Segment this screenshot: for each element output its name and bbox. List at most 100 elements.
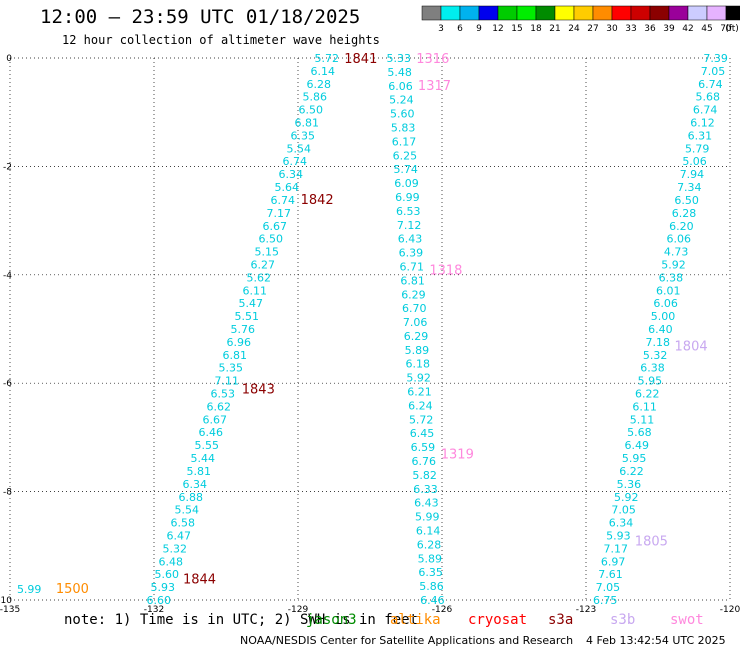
- wave-height-label: 6.11: [243, 284, 268, 297]
- wave-height-label: 7.18: [646, 336, 671, 349]
- wave-height-label: 6.53: [211, 388, 236, 401]
- wave-height-label: 6.47: [167, 529, 192, 542]
- colorbar-swatch: [516, 5, 537, 21]
- footer-credit: NOAA/NESDIS Center for Satellite Applica…: [240, 634, 574, 647]
- wave-height-label: 6.22: [619, 465, 644, 478]
- wave-height-label: 5.72: [315, 52, 340, 65]
- pass-time-label: 1804: [675, 339, 708, 354]
- wave-height-label: 6.28: [307, 78, 332, 91]
- wave-height-label: 6.88: [179, 491, 204, 504]
- wave-height-label: 5.92: [406, 372, 431, 385]
- colorbar-swatch: [535, 5, 556, 21]
- wave-height-label: 6.74: [271, 194, 296, 207]
- colorbar-swatch: [440, 5, 461, 21]
- wave-height-label: 5.60: [390, 108, 415, 121]
- wave-height-label: 5.81: [187, 465, 212, 478]
- pass-time-label: 1316: [416, 52, 449, 67]
- wave-height-label: 6.39: [399, 247, 424, 260]
- wave-height-label: 6.06: [653, 297, 678, 310]
- colorbar-level-label: 45: [701, 24, 712, 34]
- wave-height-label: 7.05: [596, 581, 621, 594]
- wave-height-label: 5.24: [389, 94, 414, 107]
- wave-height-label: 6.67: [203, 413, 228, 426]
- wave-height-label: 6.18: [406, 358, 431, 371]
- colorbar-swatch: [649, 5, 670, 21]
- satellite-altika: altika: [390, 612, 441, 628]
- colorbar-level-label: 12: [492, 24, 503, 34]
- wave-height-label: 7.05: [701, 65, 726, 78]
- wave-height-label: 6.60: [147, 594, 172, 607]
- wave-height-label: 6.96: [227, 336, 252, 349]
- wave-height-label: 6.11: [632, 400, 657, 413]
- x-tick-label: -123: [576, 605, 596, 615]
- satellite-jason3: jason3: [306, 612, 357, 628]
- wave-height-label: 6.70: [402, 302, 427, 315]
- pass-time-label: 1842: [301, 193, 334, 208]
- wave-height-label: 5.54: [287, 142, 312, 155]
- wave-height-label: 5.51: [235, 310, 260, 323]
- x-tick-label: -132: [144, 605, 164, 615]
- wave-height-label: 6.38: [659, 271, 684, 284]
- colorbar-level-label: 39: [663, 24, 675, 34]
- wave-height-label: 5.33: [387, 52, 412, 65]
- wave-height-label: 6.34: [279, 168, 304, 181]
- colorbar-level-label: 21: [549, 24, 560, 34]
- wave-height-label: 6.06: [667, 233, 692, 246]
- colorbar: 3 6 9 12 15 18 21 24 27 30 33 36 39 42 45 70(ft): [421, 5, 740, 34]
- wave-height-label: 5.93: [606, 529, 631, 542]
- wave-height-label: 6.34: [609, 517, 634, 530]
- wave-height-label: 5.44: [191, 452, 216, 465]
- pass-time-label: 1841: [344, 52, 377, 67]
- wave-height-label: 6.17: [392, 135, 417, 148]
- wave-height-label: 6.06: [388, 80, 413, 93]
- wave-height-label: 6.49: [624, 439, 649, 452]
- wave-height-label: 6.76: [412, 455, 437, 468]
- wave-height-label: 6.09: [394, 177, 419, 190]
- wave-height-label: 5.36: [617, 478, 642, 491]
- colorbar-level-label: 15: [511, 24, 522, 34]
- wave-height-label: 6.97: [601, 555, 626, 568]
- wave-height-label: 6.27: [251, 258, 276, 271]
- wave-height-label: 6.33: [413, 483, 438, 496]
- wave-height-label: 6.74: [698, 78, 723, 91]
- satellite-cryosat: cryosat: [468, 612, 528, 628]
- wave-height-label: 6.50: [674, 194, 699, 207]
- wave-height-label: 5.11: [630, 413, 655, 426]
- wave-height-label: 6.22: [635, 388, 660, 401]
- y-tick-label: -4: [3, 271, 12, 281]
- wave-height-label: 7.17: [603, 542, 628, 555]
- wave-height-label: 6.14: [416, 525, 441, 538]
- pass-time-label: 1319: [441, 448, 474, 463]
- y-tick-label: -10: [0, 596, 12, 606]
- wave-height-label: 7.39: [703, 52, 728, 65]
- colorbar-swatch: [421, 5, 442, 21]
- wave-height-label: 5.74: [393, 163, 418, 176]
- wave-height-label: 7.06: [403, 316, 428, 329]
- wave-height-label: 6.59: [411, 441, 436, 454]
- colorbar-level-label: 36: [644, 24, 656, 34]
- wave-height-label: 6.71: [399, 260, 424, 273]
- colorbar-swatch: [478, 5, 499, 21]
- wave-height-label: 6.25: [393, 149, 418, 162]
- wave-height-label: 6.45: [410, 427, 435, 440]
- wave-height-label: 6.24: [408, 399, 433, 412]
- wave-height-label: 5.00: [651, 310, 676, 323]
- x-tick-label: -126: [432, 605, 453, 615]
- wave-height-label: 6.28: [672, 207, 697, 220]
- colorbar-level-label: 27: [587, 24, 598, 34]
- wave-height-label: 5.54: [175, 504, 200, 517]
- wave-height-label: 6.48: [159, 555, 184, 568]
- colorbar-swatch: [554, 5, 575, 21]
- wave-height-label: 6.43: [398, 233, 423, 246]
- wave-height-label: 5.92: [661, 258, 686, 271]
- satellite-swot: swot: [670, 612, 704, 628]
- colorbar-level-label: 6: [457, 24, 463, 34]
- colorbar-level-label: 9: [476, 24, 482, 34]
- wave-height-label: 5.06: [682, 155, 707, 168]
- wave-height-label: 6.99: [395, 191, 420, 204]
- wave-height-label: 7.11: [215, 375, 240, 388]
- wave-height-label: 5.15: [255, 246, 280, 259]
- colorbar-swatch: [668, 5, 689, 21]
- data-marks: 5.726.146.285.866.506.816.355.546.746.34…: [17, 52, 728, 607]
- colorbar-swatch: [592, 5, 613, 21]
